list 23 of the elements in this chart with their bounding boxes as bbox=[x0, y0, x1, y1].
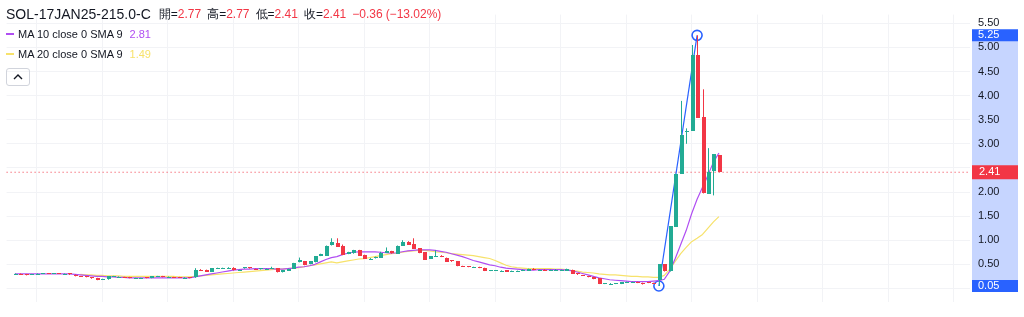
annotation: 1.49 bbox=[129, 47, 151, 60]
y-tick-label: 5.50 bbox=[978, 16, 1000, 29]
legend-label: MA 20 close 0 SMA 9 bbox=[18, 47, 123, 60]
chart-title: SOL-17JAN25-215.0-C bbox=[6, 6, 151, 22]
y-tick-label: 1.00 bbox=[978, 233, 1000, 246]
annotation: 2.81 bbox=[129, 27, 151, 40]
ref-line-label: 2.41 bbox=[979, 165, 1001, 178]
candlestick bbox=[658, 263, 662, 287]
y-tick-label: 5.25 bbox=[978, 28, 1000, 41]
y-tick-label: 2.00 bbox=[978, 185, 1000, 198]
y-tick-label: 4.50 bbox=[978, 64, 1000, 77]
candlestick bbox=[707, 147, 711, 194]
y-tick-label: 5.00 bbox=[978, 40, 1000, 53]
y-tick-label: 1.50 bbox=[978, 209, 1000, 222]
y-tick-label: 0.05 bbox=[978, 279, 1000, 292]
candlestick bbox=[712, 153, 716, 196]
y-tick-label: 3.50 bbox=[978, 112, 1000, 125]
y-tick-label: 0.50 bbox=[978, 257, 1000, 270]
y-tick-label: 3.00 bbox=[978, 136, 1000, 149]
candlestick bbox=[685, 127, 689, 145]
legend-label: MA 10 close 0 SMA 9 bbox=[18, 27, 123, 40]
y-tick-label: 4.00 bbox=[978, 88, 1000, 101]
text: 開=2.77 高=2.77 低=2.41 收=2.41 −0.36 (−13.02%) bbox=[158, 7, 442, 21]
